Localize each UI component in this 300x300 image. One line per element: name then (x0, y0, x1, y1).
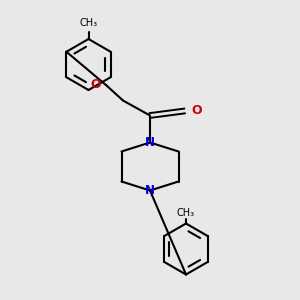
Text: CH₃: CH₃ (80, 19, 98, 28)
Text: O: O (191, 104, 202, 118)
Text: CH₃: CH₃ (177, 208, 195, 218)
Text: N: N (145, 136, 155, 149)
Text: N: N (145, 184, 155, 197)
Text: O: O (91, 77, 101, 91)
